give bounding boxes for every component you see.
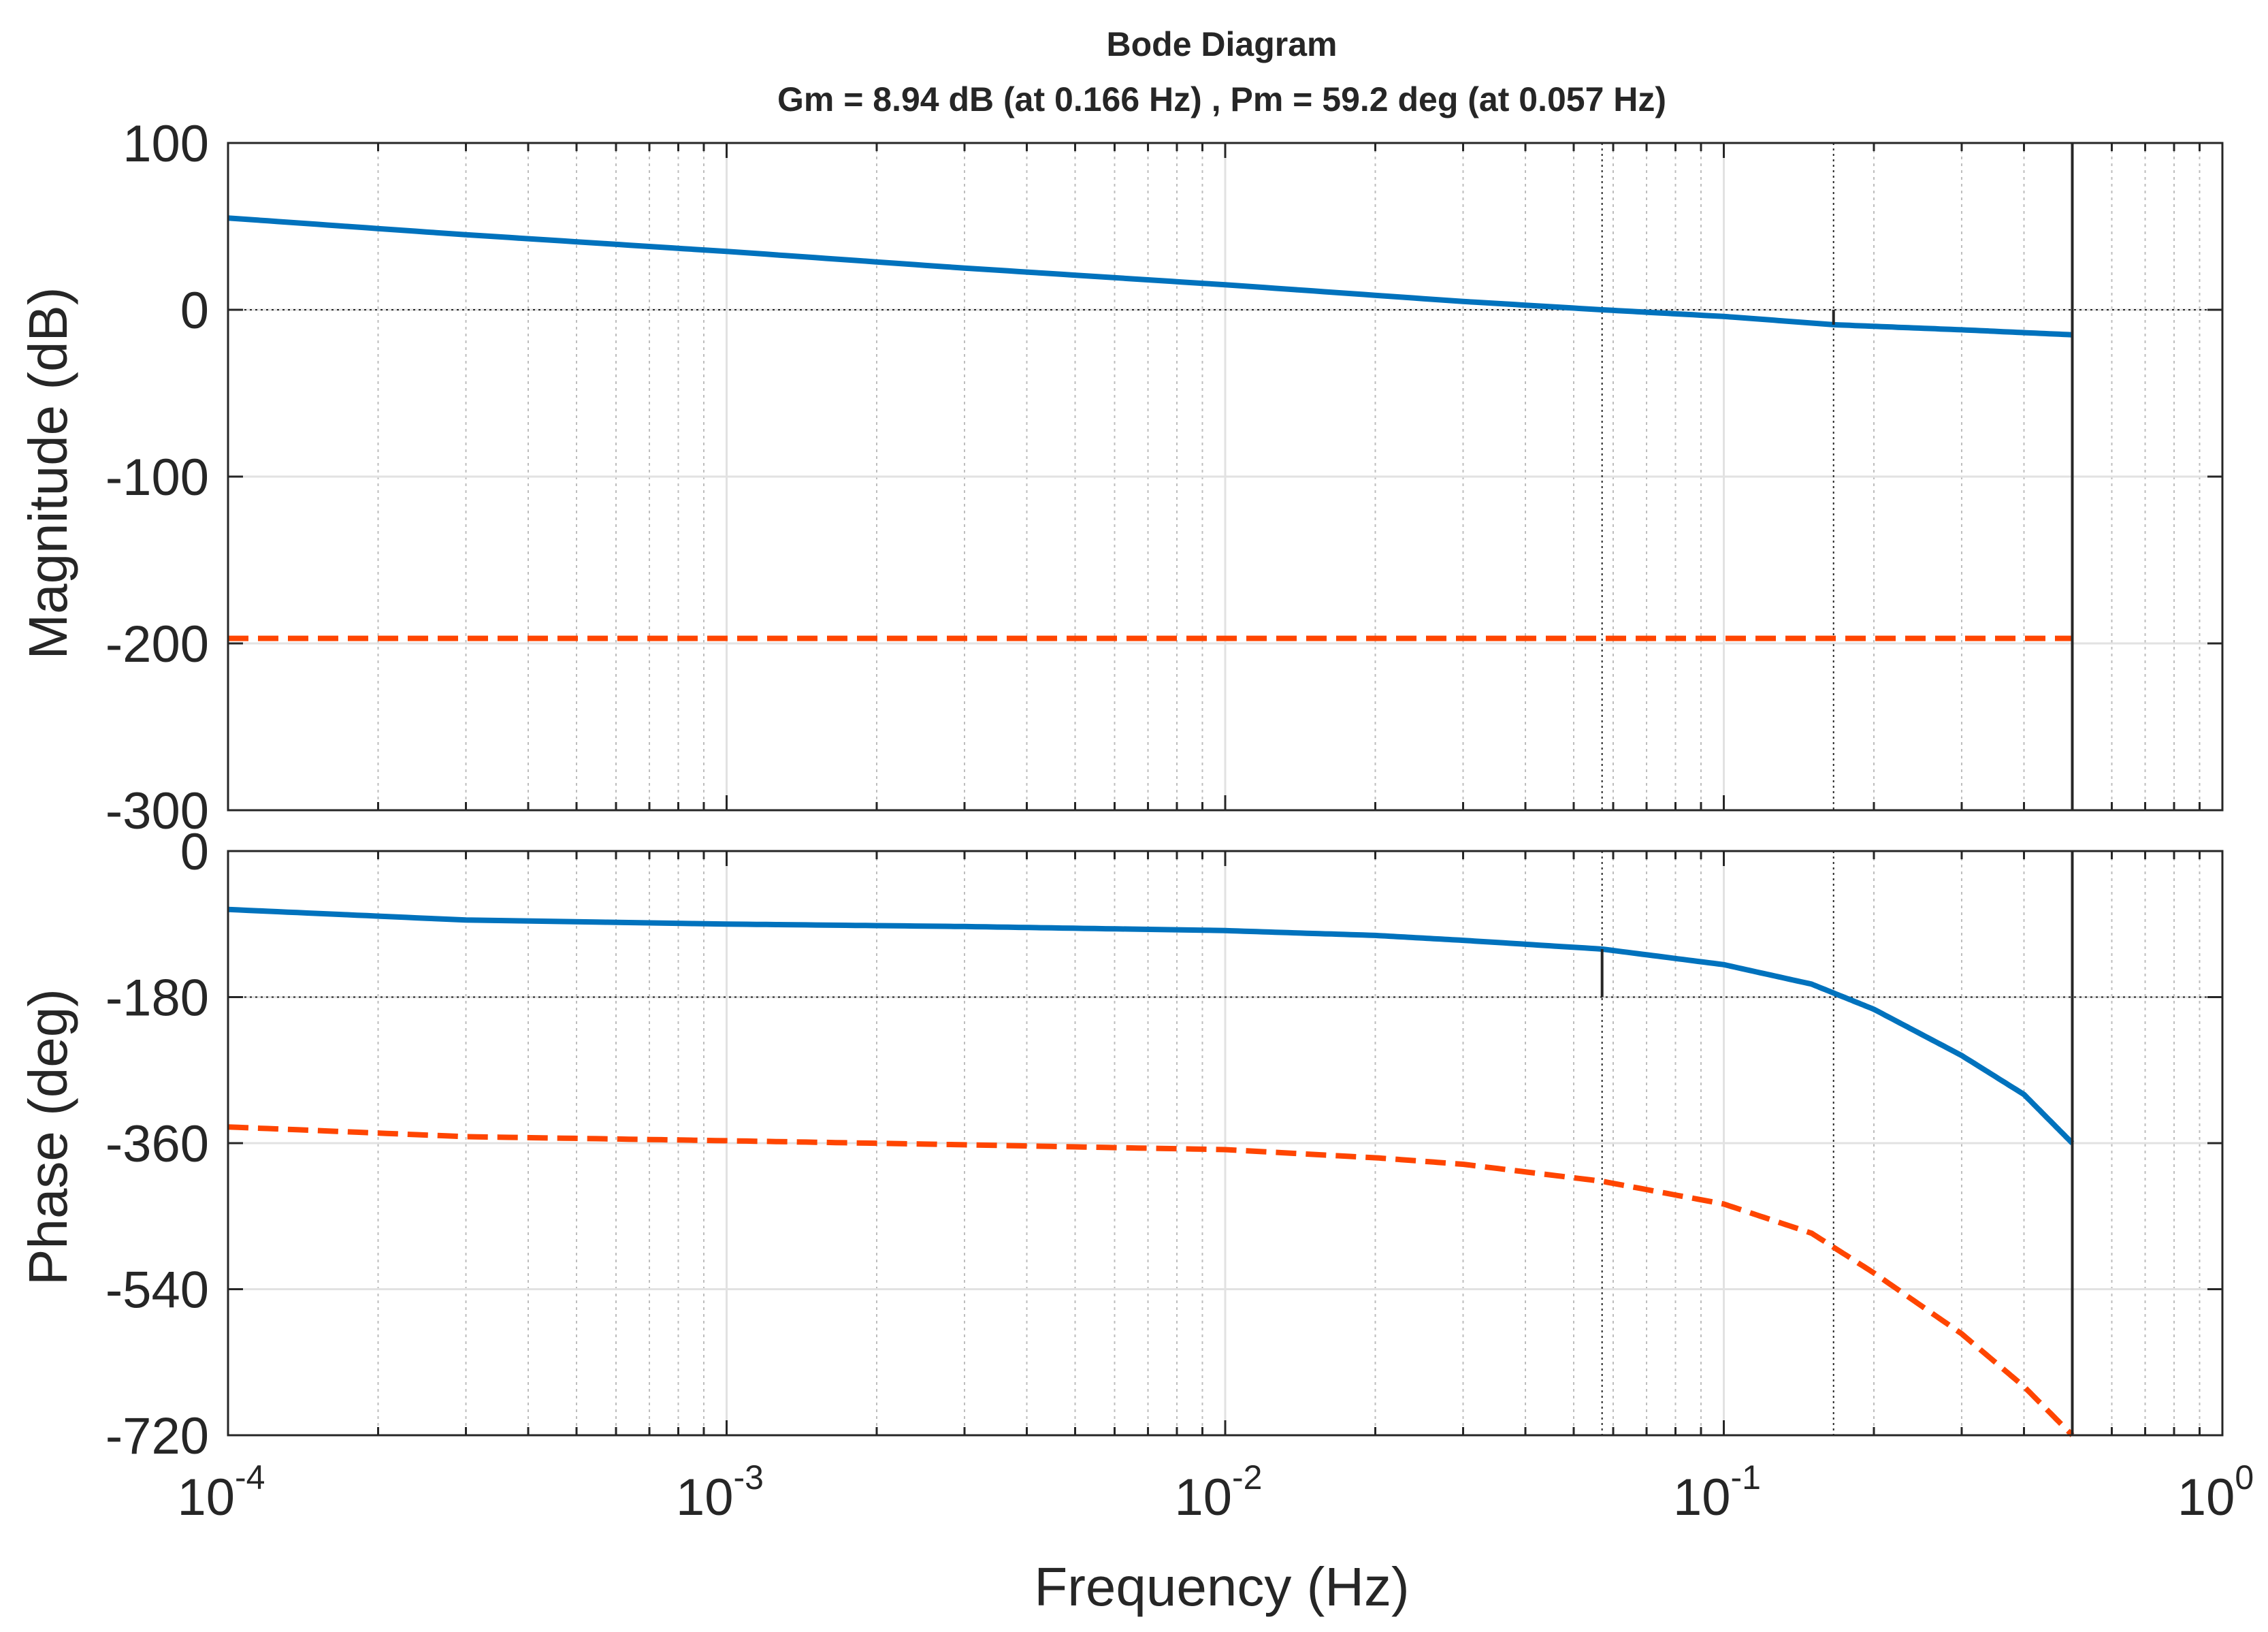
chart-title: Bode Diagram	[1107, 25, 1338, 63]
x-tick-labels: 10-4 10-3 10-2 10-1 100	[177, 1458, 2254, 1526]
x-tick-label: 100	[2177, 1458, 2254, 1526]
phase-series-1-line	[227, 906, 2075, 1145]
phase-y-tick-label: -720	[106, 1407, 209, 1465]
chart-subtitle: Gm = 8.94 dB (at 0.166 Hz) , Pm = 59.2 d…	[777, 80, 1666, 118]
phase-series-2-line	[227, 1124, 2075, 1437]
magnitude-axis-label: Magnitude (dB)	[18, 287, 78, 660]
magnitude-y-tick-label: -300	[106, 782, 209, 840]
phase-y-tick-label: 0	[180, 823, 209, 881]
x-tick-label: 10-4	[177, 1458, 265, 1526]
x-tick-label: 10-1	[1673, 1458, 1761, 1526]
x-tick-label: 10-2	[1174, 1458, 1262, 1526]
magnitude-series-1-line	[227, 215, 2073, 338]
magnitude-y-tick-label: -100	[106, 449, 209, 507]
magnitude-y-tick-label: 100	[123, 115, 209, 173]
phase-panel: 0 -180 -360 -540 -720	[106, 823, 2224, 1465]
magnitude-panel: 100 0 -100 -200 -300	[106, 115, 2224, 840]
x-axis-label: Frequency (Hz)	[1034, 1556, 1409, 1617]
magnitude-y-tick-label: 0	[180, 282, 209, 340]
phase-axis-label: Phase (deg)	[18, 989, 78, 1285]
phase-y-tick-label: -360	[106, 1115, 209, 1173]
phase-y-tick-label: -180	[106, 970, 209, 1027]
phase-y-tick-label: -540	[106, 1262, 209, 1319]
magnitude-y-tick-label: -200	[106, 615, 209, 673]
x-tick-label: 10-3	[676, 1458, 764, 1526]
